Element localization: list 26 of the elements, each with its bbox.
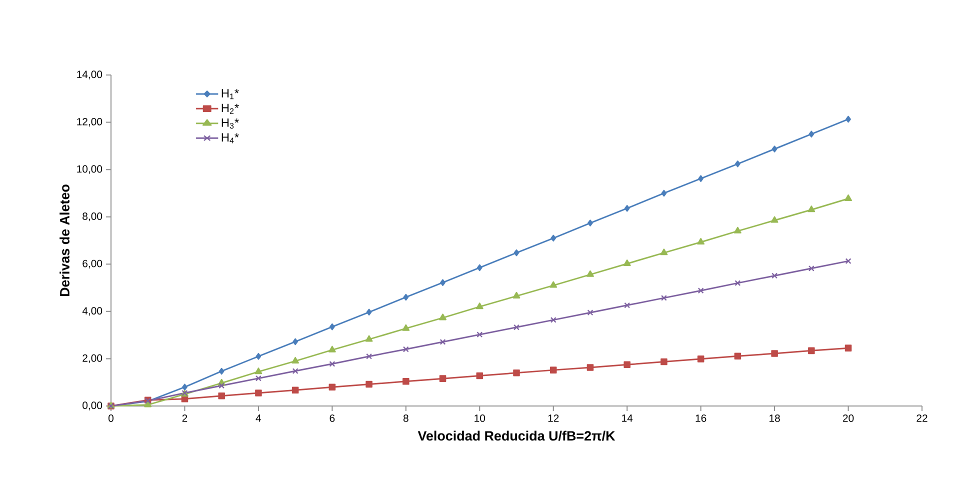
x-tick-label: 8 <box>403 414 408 422</box>
y-tick-label: 6,00 <box>82 260 102 268</box>
legend-label: H$_{4}$* <box>222 133 239 144</box>
y-tick-label: 2,00 <box>82 354 102 364</box>
x-tick-label: 14 <box>622 414 633 422</box>
x-tick-label: 22 <box>916 414 928 422</box>
legend-label: H$_{3}$* <box>222 118 239 129</box>
x-tick-label: 18 <box>770 414 780 422</box>
x-tick-label: 12 <box>548 414 559 422</box>
x-axis-title: Velocidad Reducida U/fB=2π/K <box>418 430 616 441</box>
x-tick-label: 16 <box>696 414 706 422</box>
x-tick-label: 2 <box>182 414 188 422</box>
y-tick-label: 0,00 <box>82 402 102 410</box>
y-tick-label: 14,00 <box>77 70 102 80</box>
x-tick-label: 6 <box>330 414 335 422</box>
y-tick-label: 4,00 <box>82 307 102 316</box>
x-tick-label: 4 <box>256 414 262 422</box>
y-tick-label: 8,00 <box>82 212 102 222</box>
y-axis-title: Derivas de Aleteo <box>60 184 70 296</box>
y-tick-label: 12,00 <box>77 118 102 127</box>
x-tick-label: 20 <box>842 414 854 422</box>
x-tick-label: 0 <box>108 414 114 422</box>
legend-label: H$_{1}$* <box>222 89 239 100</box>
legend-label: H$_{2}$* <box>222 104 239 114</box>
y-tick-label: 10,00 <box>77 165 102 174</box>
x-tick-label: 10 <box>474 414 486 422</box>
